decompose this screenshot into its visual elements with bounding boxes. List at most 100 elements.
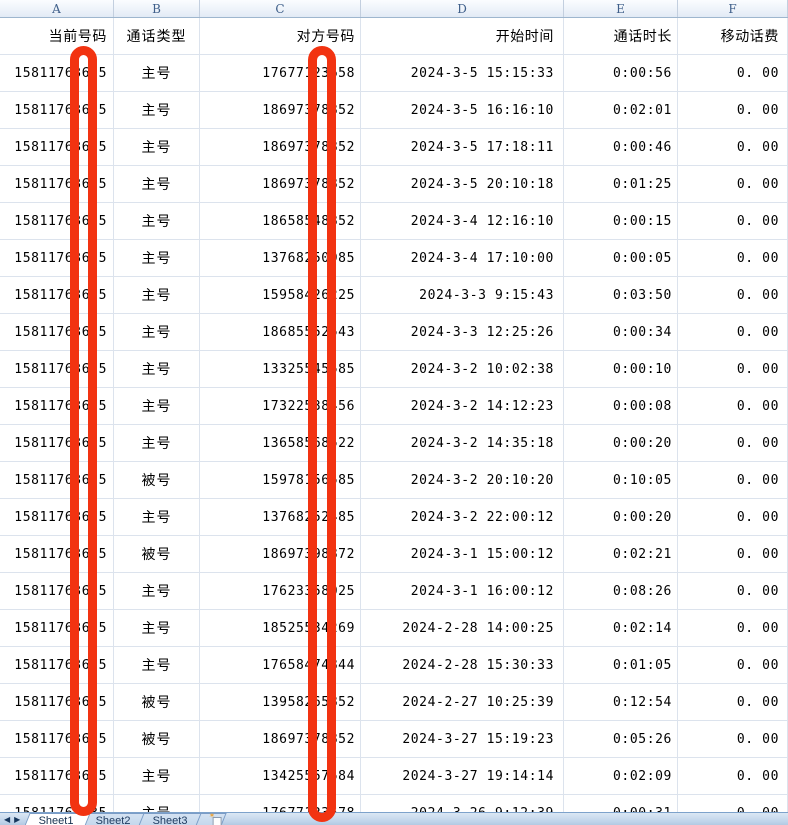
- cell-other-number[interactable]: 18685552543: [200, 314, 361, 350]
- cell-start-time[interactable]: 2024-3-3 9:15:43: [361, 277, 564, 313]
- cell-other-number[interactable]: 18658548852: [200, 203, 361, 239]
- cell-other-number[interactable]: 18525534269: [200, 610, 361, 646]
- cell-call-type[interactable]: 主号: [114, 277, 200, 313]
- column-header-A[interactable]: A: [0, 0, 114, 17]
- column-header-B[interactable]: B: [114, 0, 200, 17]
- tab-nav-next-icon[interactable]: ▶: [14, 815, 21, 824]
- cell-other-number[interactable]: 对方号码: [200, 18, 361, 54]
- cell-call-type[interactable]: 主号: [114, 573, 200, 609]
- cell-other-number[interactable]: 13768252485: [200, 499, 361, 535]
- cell-duration[interactable]: 0:08:26: [564, 573, 678, 609]
- cell-other-number[interactable]: 13658568522: [200, 425, 361, 461]
- cell-fee[interactable]: 0. 00: [678, 721, 788, 757]
- cell-fee[interactable]: 0. 00: [678, 240, 788, 276]
- cell-current-number[interactable]: 当前号码: [0, 18, 114, 54]
- cell-current-number[interactable]: 15811763635: [0, 758, 114, 794]
- cell-duration[interactable]: 0:02:14: [564, 610, 678, 646]
- cell-fee[interactable]: 0. 00: [678, 499, 788, 535]
- cell-start-time[interactable]: 2024-2-28 14:00:25: [361, 610, 564, 646]
- cell-start-time[interactable]: 2024-2-28 15:30:33: [361, 647, 564, 683]
- cell-other-number[interactable]: 13425557584: [200, 758, 361, 794]
- cell-call-type[interactable]: 主号: [114, 240, 200, 276]
- cell-current-number[interactable]: 15811763635: [0, 536, 114, 572]
- cell-duration[interactable]: 0:12:54: [564, 684, 678, 720]
- cell-current-number[interactable]: 15811763635: [0, 55, 114, 91]
- cell-other-number[interactable]: 17677123658: [200, 55, 361, 91]
- cell-call-type[interactable]: 主号: [114, 55, 200, 91]
- cell-current-number[interactable]: 15811763635: [0, 462, 114, 498]
- cell-fee[interactable]: 0. 00: [678, 758, 788, 794]
- cell-fee[interactable]: 0. 00: [678, 573, 788, 609]
- cell-start-time[interactable]: 2024-3-27 19:14:14: [361, 758, 564, 794]
- cell-call-type[interactable]: 主号: [114, 388, 200, 424]
- cell-other-number[interactable]: 15958426225: [200, 277, 361, 313]
- cell-call-type[interactable]: 被号: [114, 462, 200, 498]
- cell-call-type[interactable]: 被号: [114, 721, 200, 757]
- cell-fee[interactable]: 0. 00: [678, 92, 788, 128]
- cell-fee[interactable]: 0. 00: [678, 314, 788, 350]
- tab-nav-prev-icon[interactable]: ◀: [4, 815, 11, 824]
- cell-start-time[interactable]: 2024-3-5 15:15:33: [361, 55, 564, 91]
- cell-fee[interactable]: 0. 00: [678, 129, 788, 165]
- cell-current-number[interactable]: 15811763635: [0, 610, 114, 646]
- cell-duration[interactable]: 0:00:56: [564, 55, 678, 91]
- cell-duration[interactable]: 0:01:05: [564, 647, 678, 683]
- cell-start-time[interactable]: 开始时间: [361, 18, 564, 54]
- cell-start-time[interactable]: 2024-3-2 10:02:38: [361, 351, 564, 387]
- cell-start-time[interactable]: 2024-3-1 16:00:12: [361, 573, 564, 609]
- cell-duration[interactable]: 0:01:25: [564, 166, 678, 202]
- cell-fee[interactable]: 0. 00: [678, 55, 788, 91]
- cell-duration[interactable]: 0:00:20: [564, 499, 678, 535]
- cell-current-number[interactable]: 15811763635: [0, 499, 114, 535]
- cell-call-type[interactable]: 主号: [114, 499, 200, 535]
- cell-current-number[interactable]: 15811763635: [0, 647, 114, 683]
- cell-start-time[interactable]: 2024-3-2 14:35:18: [361, 425, 564, 461]
- cell-fee[interactable]: 0. 00: [678, 610, 788, 646]
- cell-start-time[interactable]: 2024-3-2 22:00:12: [361, 499, 564, 535]
- cell-call-type[interactable]: 主号: [114, 92, 200, 128]
- cell-call-type[interactable]: 主号: [114, 610, 200, 646]
- column-header-C[interactable]: C: [200, 0, 361, 17]
- cell-call-type[interactable]: 主号: [114, 758, 200, 794]
- cell-call-type[interactable]: 主号: [114, 351, 200, 387]
- cell-duration[interactable]: 0:00:34: [564, 314, 678, 350]
- cell-other-number[interactable]: 15978156585: [200, 462, 361, 498]
- cell-fee[interactable]: 0. 00: [678, 388, 788, 424]
- cell-start-time[interactable]: 2024-3-2 20:10:20: [361, 462, 564, 498]
- cell-start-time[interactable]: 2024-3-5 17:18:11: [361, 129, 564, 165]
- cell-duration[interactable]: 通话时长: [564, 18, 678, 54]
- cell-other-number[interactable]: 17658474844: [200, 647, 361, 683]
- cell-fee[interactable]: 0. 00: [678, 277, 788, 313]
- cell-other-number[interactable]: 13325545585: [200, 351, 361, 387]
- cell-fee[interactable]: 0. 00: [678, 536, 788, 572]
- cell-start-time[interactable]: 2024-2-27 10:25:39: [361, 684, 564, 720]
- cell-current-number[interactable]: 15811763635: [0, 92, 114, 128]
- cell-call-type[interactable]: 主号: [114, 129, 200, 165]
- cell-current-number[interactable]: 15811763635: [0, 277, 114, 313]
- column-header-F[interactable]: F: [678, 0, 788, 17]
- cell-duration[interactable]: 0:00:05: [564, 240, 678, 276]
- cell-fee[interactable]: 0. 00: [678, 684, 788, 720]
- cell-current-number[interactable]: 15811763635: [0, 721, 114, 757]
- cell-other-number[interactable]: 18697378852: [200, 166, 361, 202]
- cell-start-time[interactable]: 2024-3-4 17:10:00: [361, 240, 564, 276]
- cell-duration[interactable]: 0:00:46: [564, 129, 678, 165]
- cell-current-number[interactable]: 15811763635: [0, 351, 114, 387]
- cell-current-number[interactable]: 15811763635: [0, 240, 114, 276]
- cell-fee[interactable]: 0. 00: [678, 166, 788, 202]
- cell-fee[interactable]: 0. 00: [678, 203, 788, 239]
- cell-start-time[interactable]: 2024-3-4 12:16:10: [361, 203, 564, 239]
- cell-call-type[interactable]: 主号: [114, 647, 200, 683]
- cell-call-type[interactable]: 主号: [114, 314, 200, 350]
- cell-start-time[interactable]: 2024-3-5 20:10:18: [361, 166, 564, 202]
- cell-call-type[interactable]: 主号: [114, 425, 200, 461]
- cell-fee[interactable]: 0. 00: [678, 462, 788, 498]
- cell-duration[interactable]: 0:03:50: [564, 277, 678, 313]
- cell-current-number[interactable]: 15811763635: [0, 203, 114, 239]
- cell-call-type[interactable]: 主号: [114, 166, 200, 202]
- cell-duration[interactable]: 0:00:15: [564, 203, 678, 239]
- cell-start-time[interactable]: 2024-3-2 14:12:23: [361, 388, 564, 424]
- cell-fee[interactable]: 0. 00: [678, 351, 788, 387]
- sheet-tab-sheet3[interactable]: Sheet3: [136, 813, 205, 825]
- column-header-E[interactable]: E: [564, 0, 678, 17]
